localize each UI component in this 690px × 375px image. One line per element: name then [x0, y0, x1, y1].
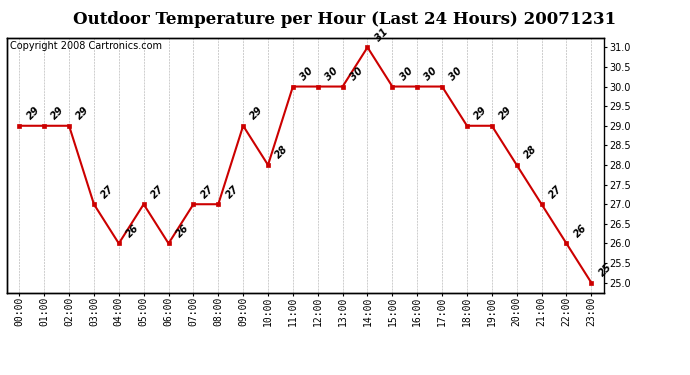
Text: 26: 26: [174, 223, 190, 239]
Text: 26: 26: [124, 223, 141, 239]
Text: 30: 30: [423, 66, 440, 82]
Text: 27: 27: [547, 183, 564, 200]
Text: 29: 29: [248, 105, 266, 122]
Text: 28: 28: [522, 144, 539, 161]
Text: 29: 29: [50, 105, 66, 122]
Text: 29: 29: [473, 105, 489, 122]
Text: 27: 27: [224, 183, 240, 200]
Text: Outdoor Temperature per Hour (Last 24 Hours) 20071231: Outdoor Temperature per Hour (Last 24 Ho…: [73, 11, 617, 28]
Text: 27: 27: [99, 183, 116, 200]
Text: 30: 30: [398, 66, 415, 82]
Text: 29: 29: [75, 105, 91, 122]
Text: 26: 26: [572, 223, 589, 239]
Text: 28: 28: [273, 144, 290, 161]
Text: 30: 30: [448, 66, 464, 82]
Text: 29: 29: [497, 105, 514, 122]
Text: Copyright 2008 Cartronics.com: Copyright 2008 Cartronics.com: [10, 41, 162, 51]
Text: 27: 27: [149, 183, 166, 200]
Text: 30: 30: [324, 66, 340, 82]
Text: 30: 30: [348, 66, 365, 82]
Text: 29: 29: [25, 105, 41, 122]
Text: 30: 30: [299, 66, 315, 82]
Text: 25: 25: [597, 262, 613, 279]
Text: 27: 27: [199, 183, 215, 200]
Text: 31: 31: [373, 27, 390, 43]
